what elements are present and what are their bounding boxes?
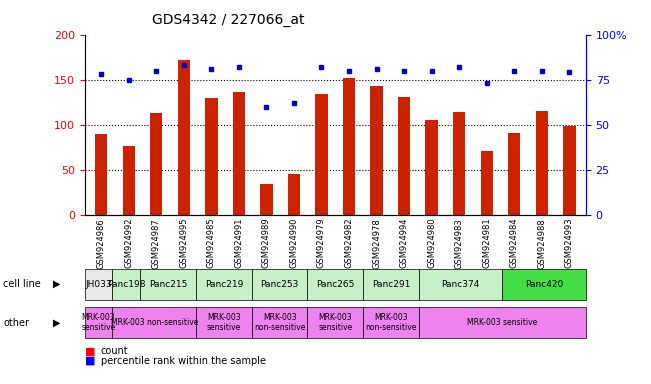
- Text: Panc198: Panc198: [107, 280, 146, 289]
- Text: other: other: [3, 318, 29, 328]
- Text: Panc219: Panc219: [204, 280, 243, 289]
- Text: MRK-003
sensitive: MRK-003 sensitive: [207, 313, 241, 332]
- Bar: [453, 112, 465, 215]
- Bar: [178, 60, 190, 215]
- Bar: [563, 126, 575, 215]
- Bar: [503, 269, 586, 300]
- Bar: [419, 269, 503, 300]
- Text: Panc265: Panc265: [316, 280, 354, 289]
- Bar: [508, 133, 521, 215]
- Text: MRK-003
sensitive: MRK-003 sensitive: [81, 313, 116, 332]
- Text: Panc374: Panc374: [441, 280, 480, 289]
- Text: cell line: cell line: [3, 279, 41, 289]
- Bar: [398, 97, 410, 215]
- Bar: [196, 269, 252, 300]
- Bar: [205, 98, 217, 215]
- Text: ▶: ▶: [53, 279, 61, 289]
- Text: MRK-003
sensitive: MRK-003 sensitive: [318, 313, 352, 332]
- Bar: [480, 151, 493, 215]
- Text: Panc215: Panc215: [149, 280, 187, 289]
- Text: count: count: [101, 346, 128, 356]
- Bar: [141, 269, 196, 300]
- Bar: [370, 86, 383, 215]
- Text: MRK-003 non-sensitive: MRK-003 non-sensitive: [111, 318, 198, 327]
- Text: Panc420: Panc420: [525, 280, 563, 289]
- Bar: [196, 307, 252, 338]
- Bar: [113, 269, 141, 300]
- Bar: [363, 307, 419, 338]
- Bar: [288, 174, 300, 215]
- Bar: [363, 269, 419, 300]
- Bar: [85, 269, 113, 300]
- Bar: [122, 146, 135, 215]
- Bar: [419, 307, 586, 338]
- Text: Panc253: Panc253: [260, 280, 299, 289]
- Bar: [252, 269, 307, 300]
- Text: GDS4342 / 227066_at: GDS4342 / 227066_at: [152, 13, 304, 27]
- Bar: [307, 307, 363, 338]
- Text: ▶: ▶: [53, 318, 61, 328]
- Bar: [536, 111, 548, 215]
- Bar: [426, 120, 438, 215]
- Bar: [232, 92, 245, 215]
- Text: Panc291: Panc291: [372, 280, 410, 289]
- Bar: [113, 307, 196, 338]
- Text: percentile rank within the sample: percentile rank within the sample: [101, 356, 266, 366]
- Bar: [260, 184, 273, 215]
- Text: MRK-003
non-sensitive: MRK-003 non-sensitive: [254, 313, 305, 332]
- Bar: [150, 113, 163, 215]
- Bar: [252, 307, 307, 338]
- Text: ■: ■: [85, 346, 95, 356]
- Bar: [307, 269, 363, 300]
- Text: ■: ■: [85, 356, 95, 366]
- Bar: [343, 78, 355, 215]
- Text: JH033: JH033: [85, 280, 112, 289]
- Bar: [85, 307, 113, 338]
- Text: MRK-003
non-sensitive: MRK-003 non-sensitive: [365, 313, 417, 332]
- Bar: [315, 94, 327, 215]
- Bar: [95, 134, 107, 215]
- Text: MRK-003 sensitive: MRK-003 sensitive: [467, 318, 538, 327]
